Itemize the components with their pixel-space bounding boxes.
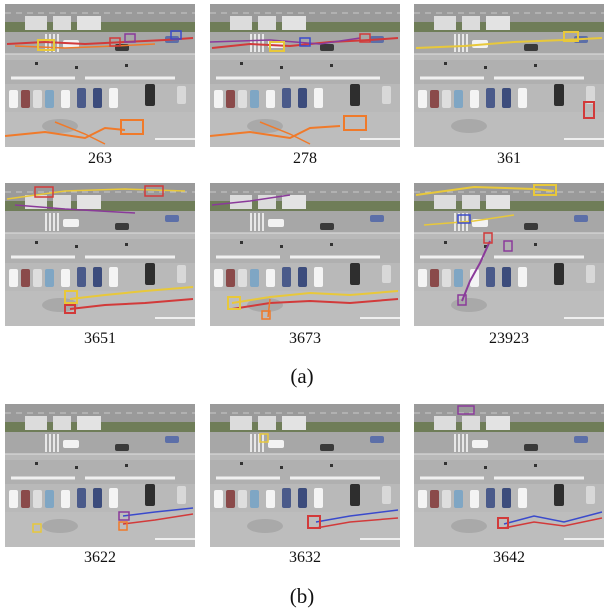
frame-label: 3651 [84, 330, 116, 347]
frame-3651-image [5, 183, 195, 326]
frame-label: 263 [88, 150, 112, 167]
group-label-b: (b) [289, 584, 315, 608]
frame-3673-image [210, 183, 400, 326]
frame-label: 3622 [84, 549, 116, 566]
frame-278-image [210, 4, 400, 147]
frame-3632-image [210, 404, 400, 547]
frame-label: 278 [293, 150, 317, 167]
frame-263-image [5, 4, 195, 147]
frame-3642-image [414, 404, 604, 547]
frame-label: 3673 [289, 330, 321, 347]
frame-label: 3642 [493, 549, 525, 566]
frame-361-image [414, 4, 604, 147]
frame-label: 23923 [489, 330, 529, 347]
frame-23923-image [414, 183, 604, 326]
group-label-a: (a) [290, 364, 314, 388]
frame-label: 361 [497, 150, 521, 167]
frame-label: 3632 [289, 549, 321, 566]
frame-3622-image [5, 404, 195, 547]
